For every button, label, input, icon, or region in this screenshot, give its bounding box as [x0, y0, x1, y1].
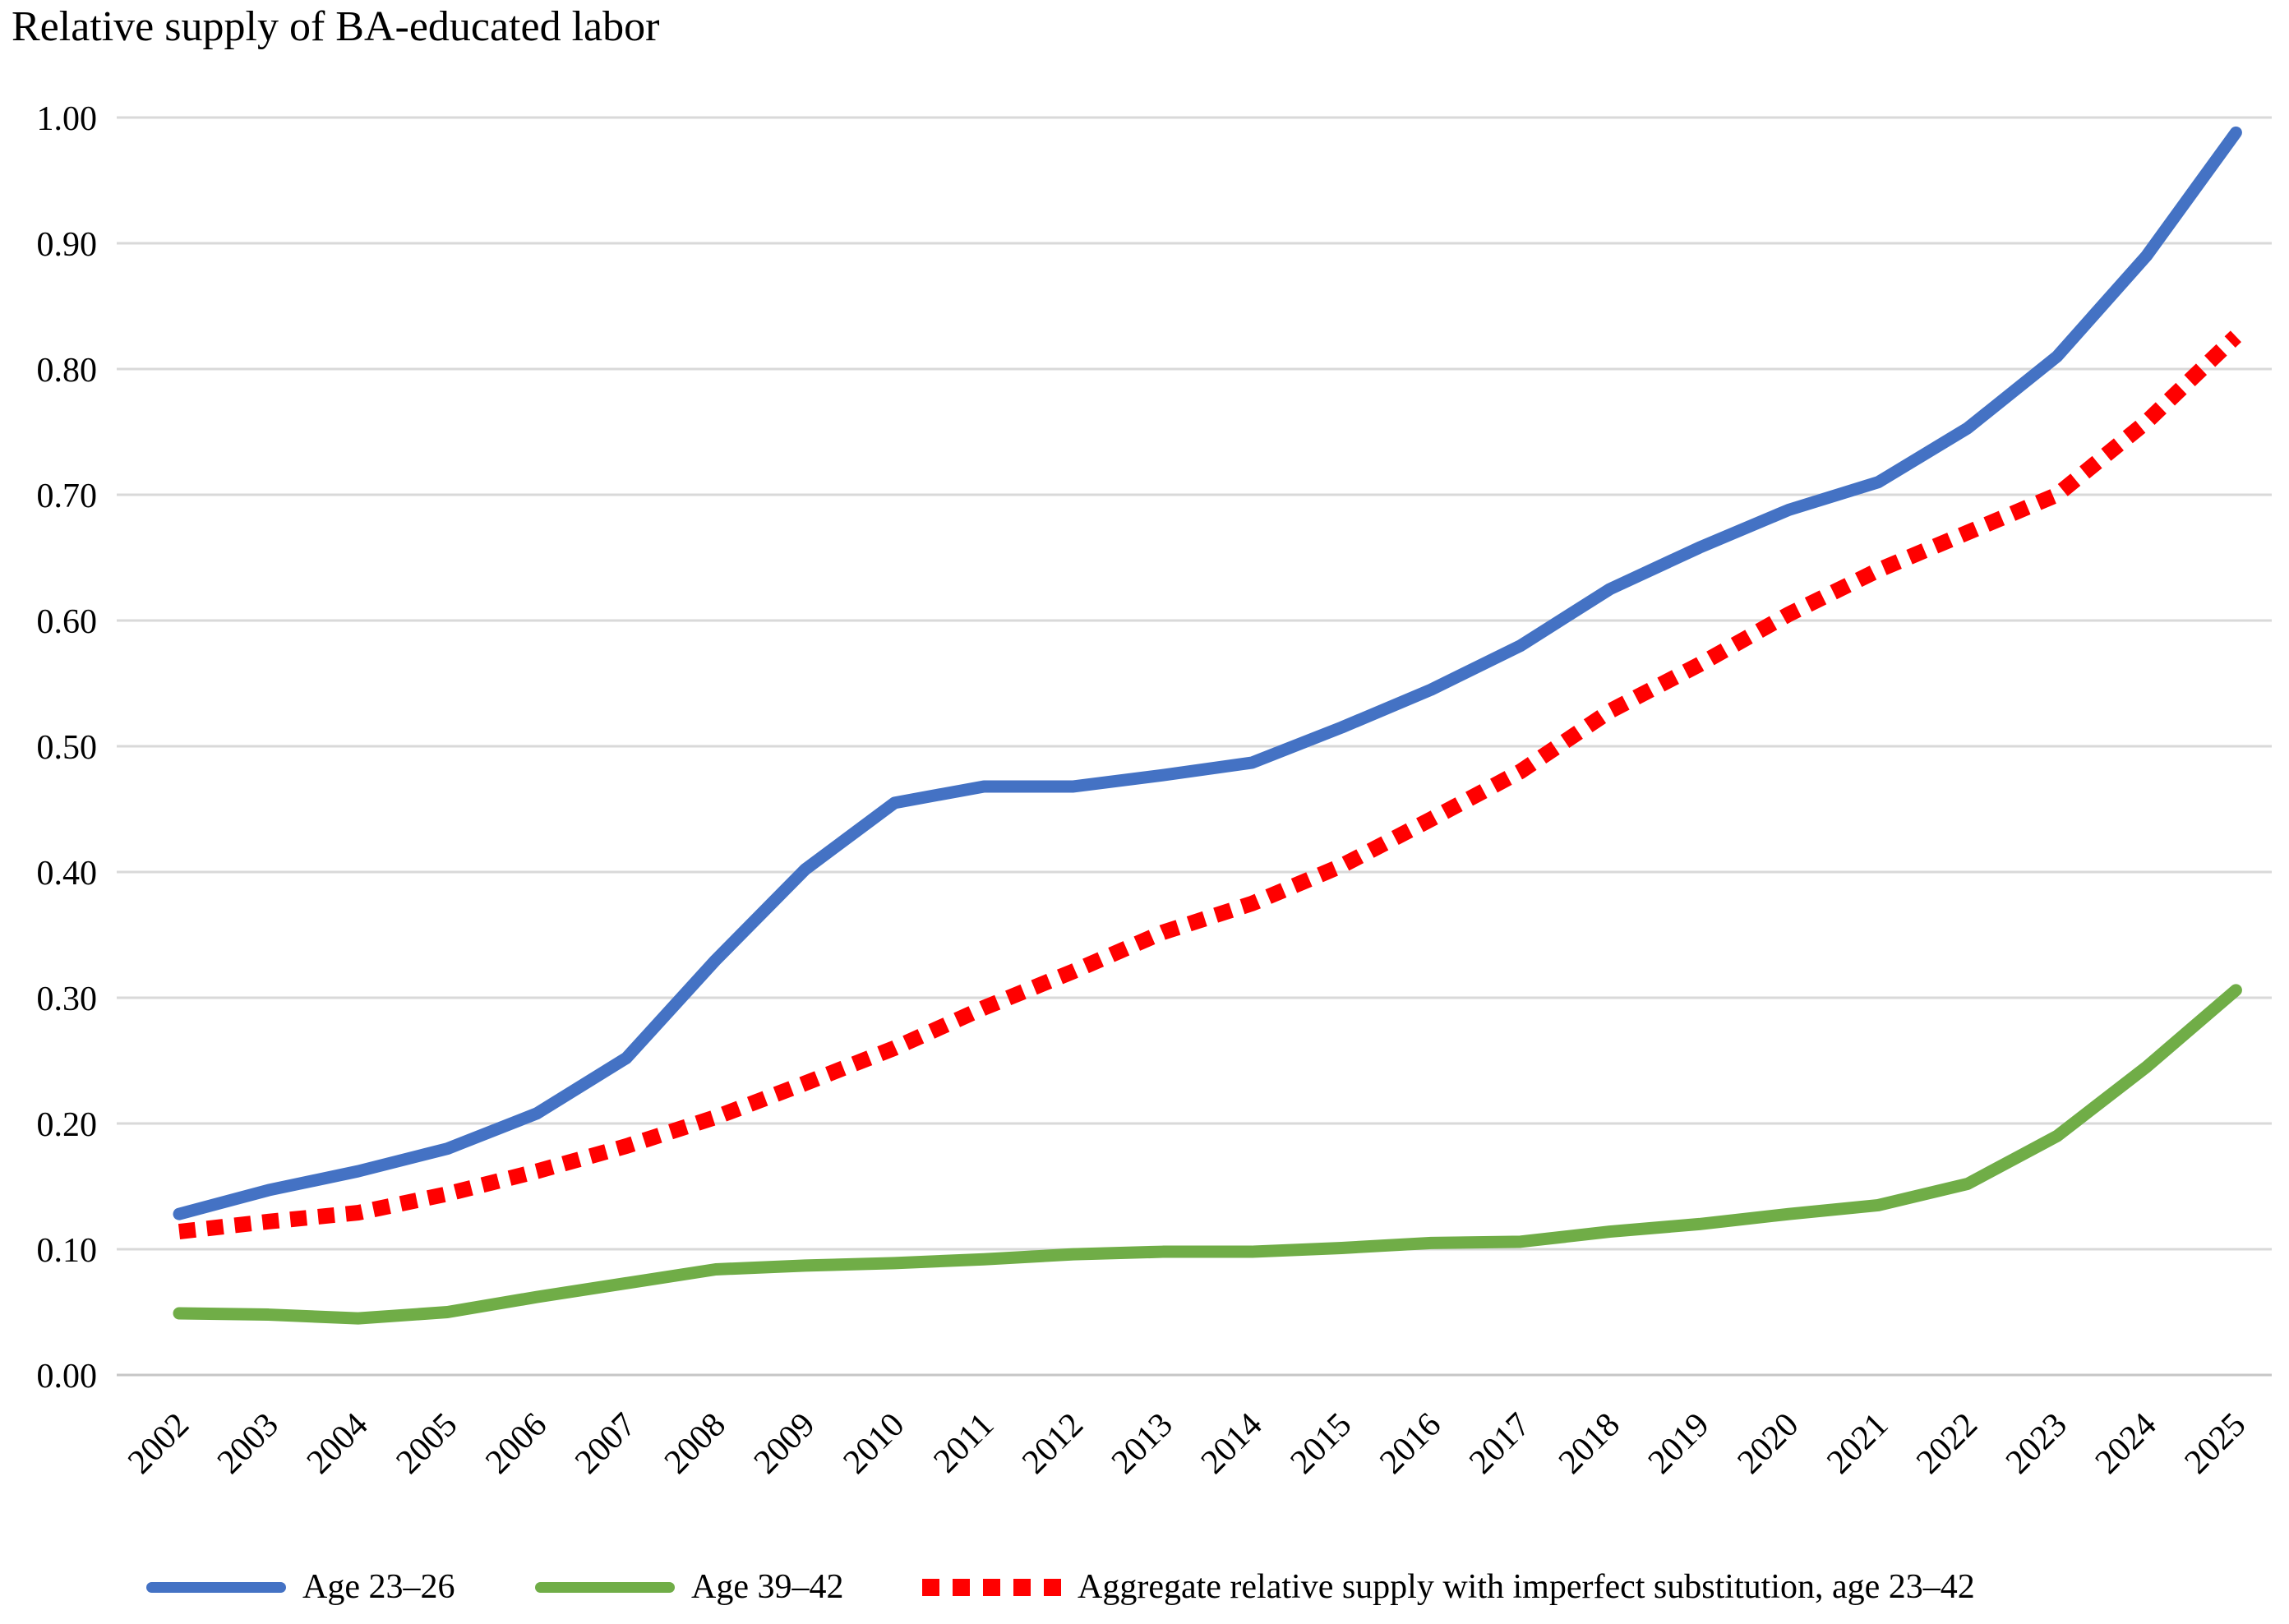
- x-axis-tick-label: 2002: [121, 1406, 196, 1482]
- y-axis-tick-label: 0.60: [37, 603, 98, 641]
- x-axis-tick-label: 2011: [926, 1406, 1001, 1481]
- legend-dotted-swatch-red: [922, 1578, 1061, 1596]
- x-axis-tick-label: 2021: [1820, 1406, 1895, 1482]
- x-axis-tick-label: 2005: [390, 1406, 465, 1482]
- legend-label: Age 39–42: [691, 1568, 844, 1606]
- series-line-aggregate: [178, 330, 2241, 1240]
- y-axis-tick-label: 1.00: [37, 100, 98, 138]
- x-axis-tick-label: 2010: [837, 1406, 912, 1482]
- chart-legend: Age 23–26 Age 39–42 Aggregate relative s…: [0, 1558, 2289, 1616]
- y-axis-tick-label: 0.20: [37, 1106, 98, 1144]
- y-axis-tick-label: 0.90: [37, 226, 98, 264]
- series-line-age-23-26: [173, 126, 2242, 1220]
- chart-title: Relative supply of BA-educated labor: [12, 3, 660, 50]
- x-axis-tick-label: 2022: [1909, 1406, 1985, 1482]
- legend-dot: [1044, 1578, 1061, 1596]
- x-axis-tick-label: 2004: [300, 1406, 376, 1482]
- legend-item-age-23-26: Age 23–26: [146, 1558, 455, 1616]
- x-axis-tick-label: 2024: [2088, 1406, 2164, 1482]
- x-axis-tick-label: 2023: [1999, 1406, 2074, 1482]
- x-axis-tick-label: 2025: [2178, 1406, 2254, 1482]
- x-axis-tick-label: 2018: [1552, 1406, 1627, 1482]
- x-axis-tick-label: 2020: [1731, 1406, 1807, 1482]
- x-axis-tick-label: 2019: [1641, 1406, 1717, 1482]
- x-axis-tick-label: 2013: [1105, 1406, 1180, 1482]
- y-axis-tick-label: 0.30: [37, 980, 98, 1018]
- y-axis-tick-label: 0.00: [37, 1358, 98, 1396]
- x-axis-tick-label: 2017: [1462, 1406, 1538, 1482]
- x-axis-tick-label: 2015: [1284, 1406, 1359, 1482]
- x-axis-tick-label: 2009: [747, 1406, 823, 1482]
- legend-dot: [922, 1578, 939, 1596]
- legend-line-swatch-green: [535, 1581, 675, 1593]
- x-axis-tick-label: 2012: [1015, 1406, 1091, 1482]
- x-axis-tick-label: 2008: [658, 1406, 733, 1482]
- y-axis-tick-label: 0.80: [37, 352, 98, 390]
- y-axis-tick-label: 0.10: [37, 1232, 98, 1270]
- x-axis-tick-label: 2003: [210, 1406, 286, 1482]
- legend-dot: [953, 1578, 970, 1596]
- legend-item-age-39-42: Age 39–42: [535, 1558, 843, 1616]
- x-axis-tick-label: 2014: [1194, 1406, 1270, 1482]
- legend-label: Aggregate relative supply with imperfect…: [1078, 1568, 1975, 1606]
- legend-item-aggregate: Aggregate relative supply with imperfect…: [922, 1558, 1975, 1616]
- legend-label: Age 23–26: [302, 1568, 455, 1606]
- y-axis-tick-label: 0.40: [37, 855, 98, 893]
- x-axis-tick-label: 2016: [1373, 1406, 1448, 1482]
- series-line-age-39-42: [173, 984, 2242, 1325]
- y-axis-tick-label: 0.50: [37, 729, 98, 767]
- legend-line-swatch-blue: [146, 1581, 286, 1593]
- y-axis-tick-label: 0.70: [37, 478, 98, 515]
- x-axis-tick-label: 2006: [478, 1406, 554, 1482]
- x-axis-tick-label: 2007: [568, 1406, 644, 1482]
- legend-dot: [983, 1578, 1000, 1596]
- legend-dot: [1013, 1578, 1031, 1596]
